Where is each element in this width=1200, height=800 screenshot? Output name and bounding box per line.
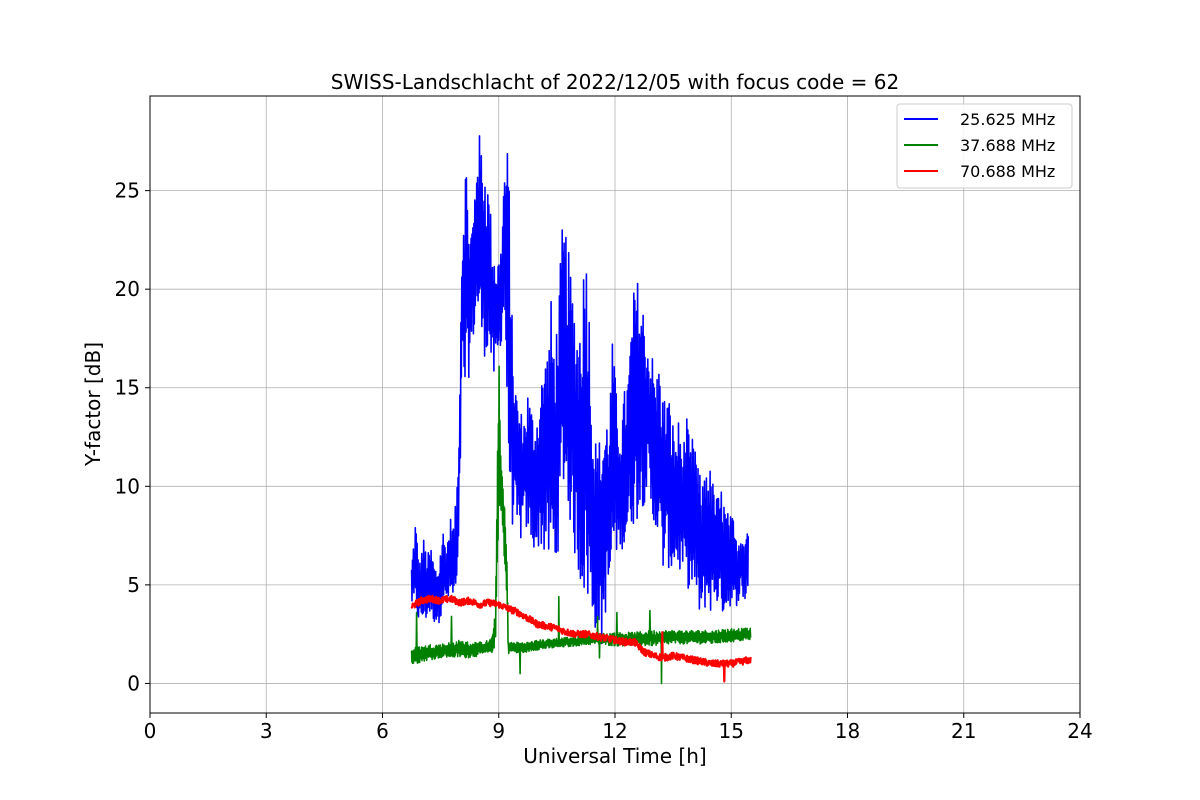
series-line <box>410 365 752 685</box>
series-line <box>410 594 752 683</box>
legend-label-25mhz: 25.625 MHz <box>960 110 1055 129</box>
legend-label-37mhz: 37.688 MHz <box>960 136 1055 155</box>
tick-layer: 0 3 6 9 12 15 18 21 24 0 5 10 15 20 25 <box>115 179 1093 743</box>
legend-label-70mhz: 70.688 MHz <box>960 162 1055 181</box>
x-tick-label: 9 <box>492 719 505 743</box>
x-tick-label: 24 <box>1067 719 1092 743</box>
y-tick-label: 25 <box>115 179 140 203</box>
x-tick-label: 15 <box>719 719 744 743</box>
series-37-688-MHz <box>410 365 752 685</box>
y-tick-label: 20 <box>115 277 140 301</box>
y-tick-label: 0 <box>127 671 140 695</box>
chart-title: SWISS-Landschlacht of 2022/12/05 with fo… <box>331 70 899 94</box>
data-layer <box>410 135 752 685</box>
legend: 25.625 MHz 37.688 MHz 70.688 MHz <box>896 103 1073 189</box>
x-axis-label: Universal Time [h] <box>523 744 706 768</box>
x-tick-label: 6 <box>376 719 389 743</box>
y-tick-label: 5 <box>127 573 140 597</box>
series-25-625-MHz <box>410 135 749 645</box>
x-tick-label: 12 <box>602 719 627 743</box>
y-axis-label: Y-factor [dB] <box>81 342 105 467</box>
series-70-688-MHz <box>410 594 752 683</box>
y-tick-label: 10 <box>115 474 140 498</box>
series-line <box>410 135 749 645</box>
x-tick-label: 18 <box>835 719 860 743</box>
x-tick-label: 0 <box>144 719 157 743</box>
x-tick-label: 21 <box>951 719 976 743</box>
legend-frame <box>896 103 1073 189</box>
x-tick-label: 3 <box>260 719 273 743</box>
y-tick-label: 15 <box>115 376 140 400</box>
